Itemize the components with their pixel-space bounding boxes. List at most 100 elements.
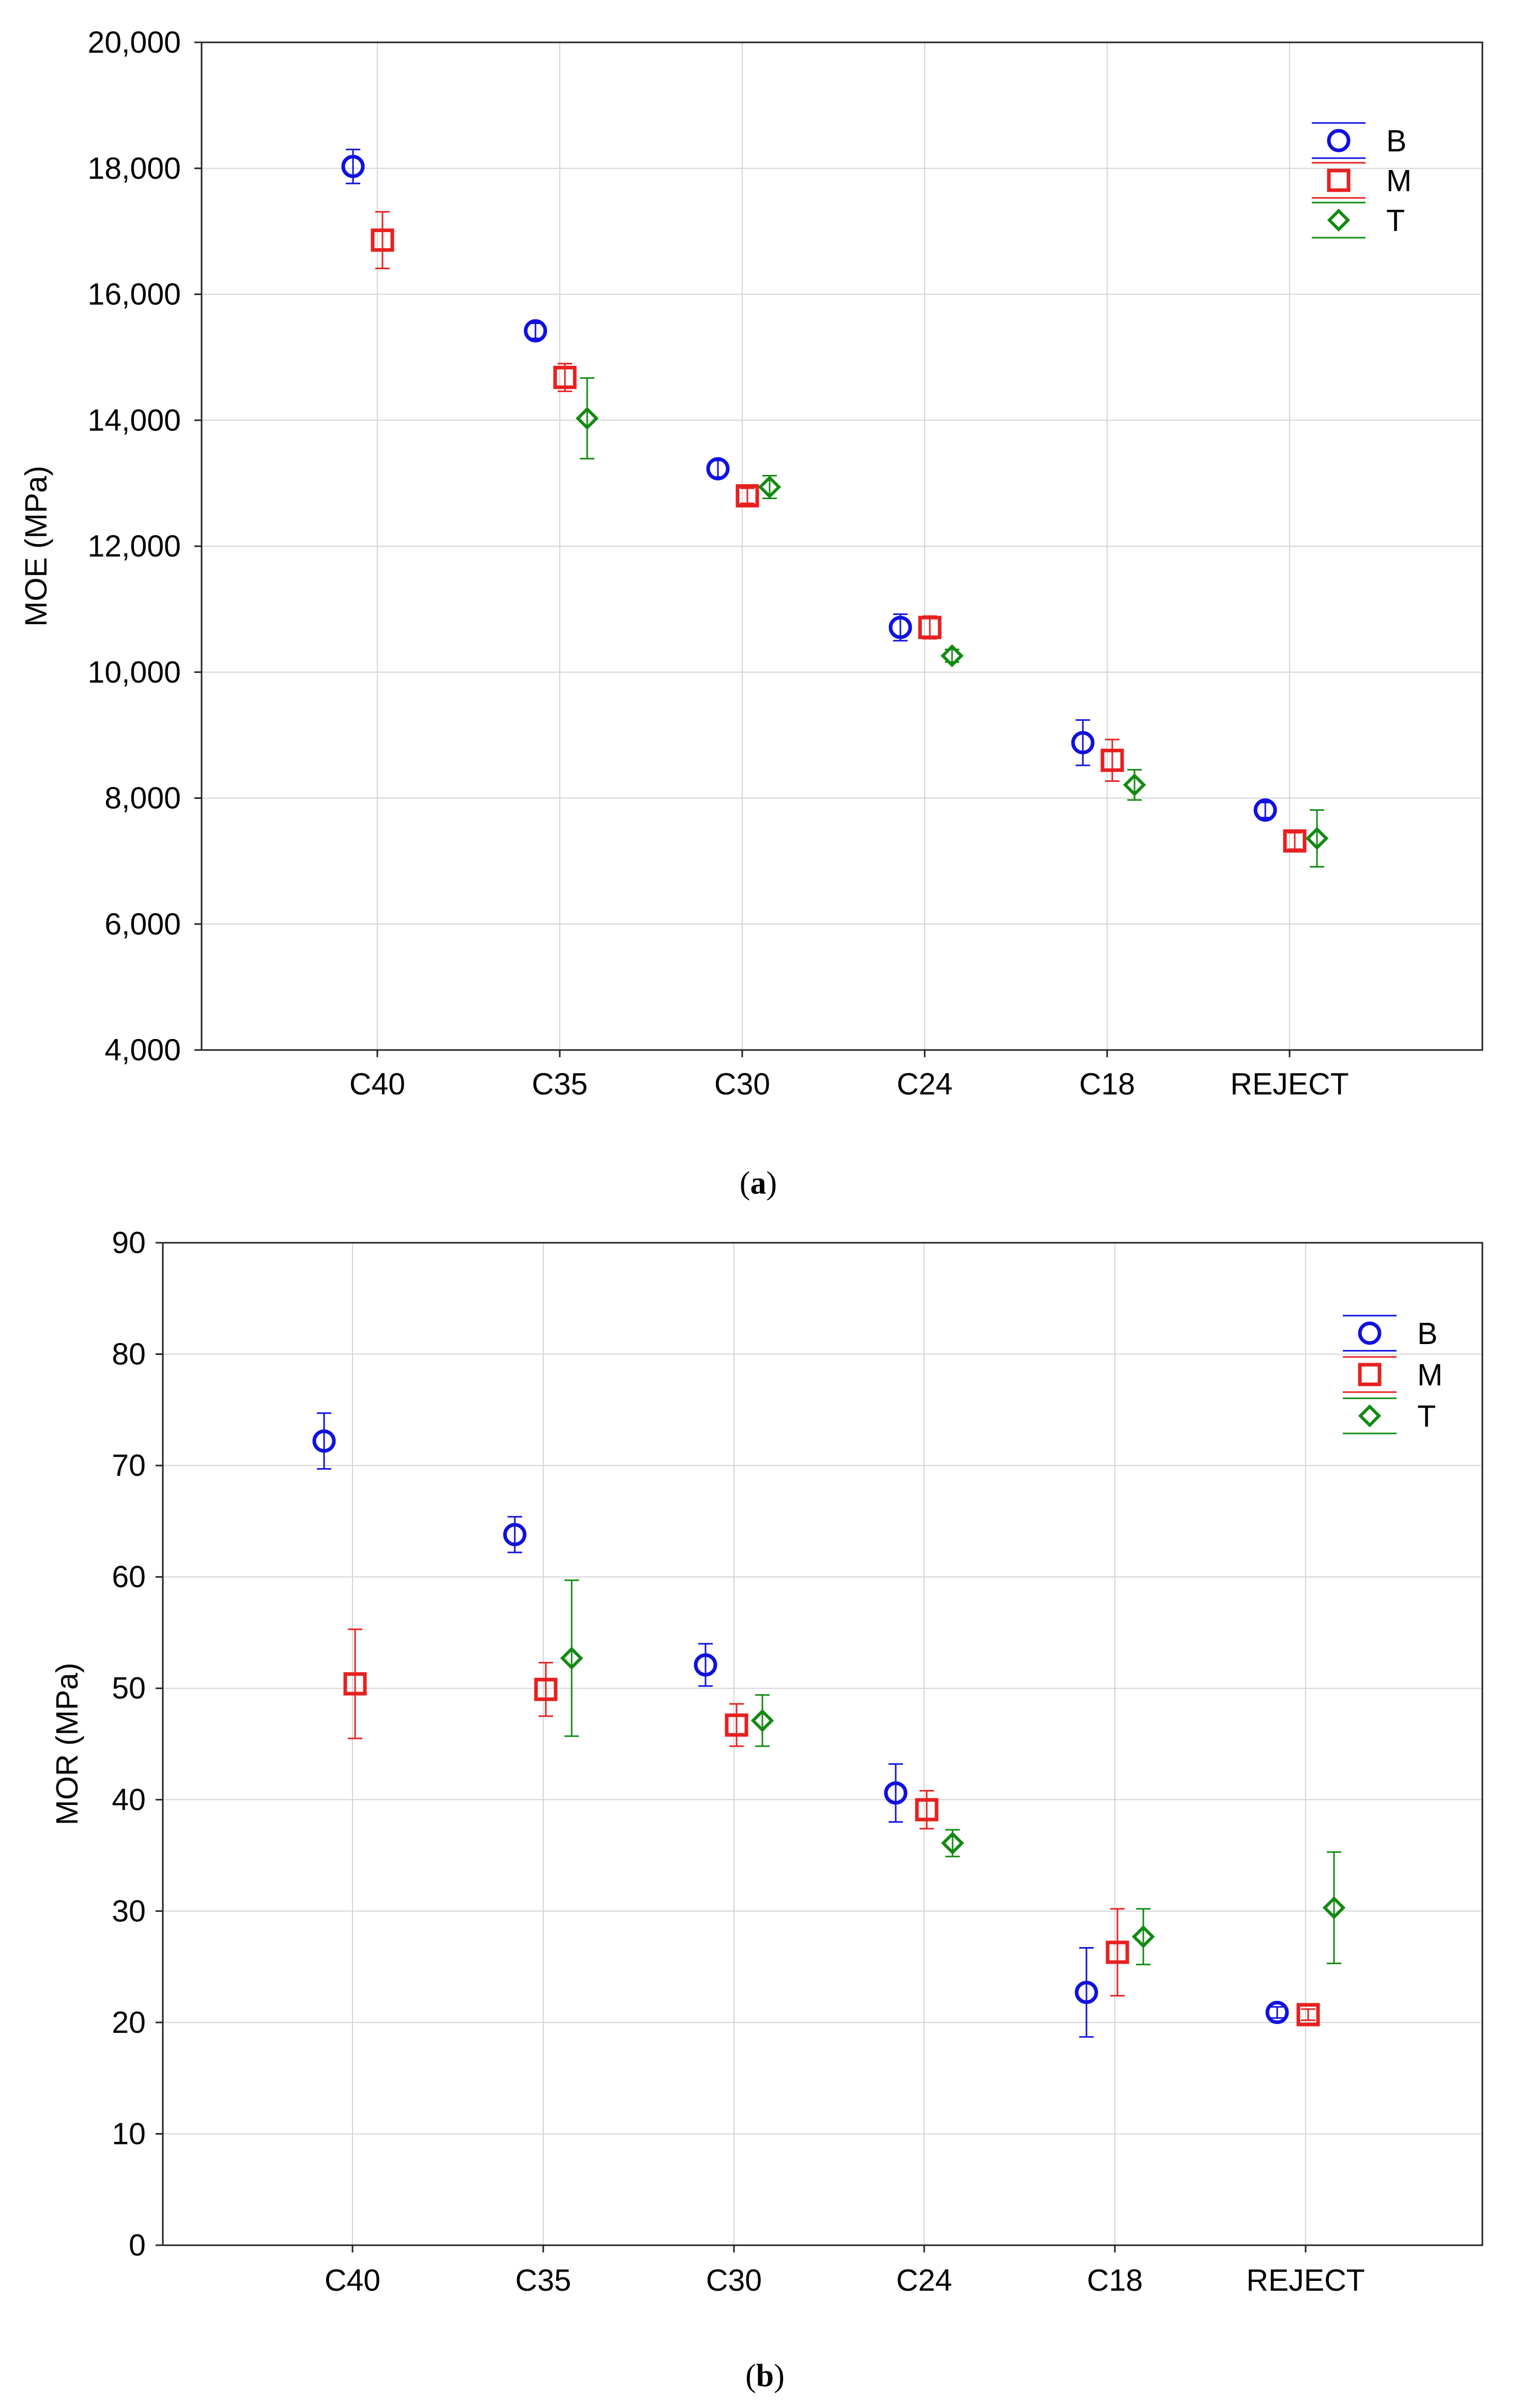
moe-y-ticks: 4,000 6,000 8,000 10,000 12,000 14,000 16,000 1…: [88, 25, 202, 1067]
mor-b-c30-marker: [694, 1653, 717, 1677]
mor-m-c24-marker: [915, 1798, 939, 1822]
mor-b-reject-marker: [1265, 2000, 1289, 2024]
mor-legend-b-label: B: [1417, 1317, 1437, 1351]
moe-b-c40-marker: [341, 155, 365, 178]
mor-legend-t-label: T: [1417, 1399, 1436, 1433]
mor-t-c18-marker: [1131, 1925, 1155, 1949]
moe-y-tick-label: 6,000: [104, 907, 181, 941]
mor-gridlines: [163, 1243, 1482, 2245]
moe-x-tick-label: REJECT: [1230, 1067, 1349, 1101]
mor-t-reject-marker: [1322, 1896, 1346, 1920]
moe-legend-t-symbol-marker: [1327, 208, 1351, 232]
mor-plot-frame: [162, 1242, 1483, 2246]
moe-x-ticks: C40 C35 C30 C24 C18 REJECT: [349, 1050, 1349, 1101]
mor-legend-m-label: M: [1417, 1358, 1443, 1392]
moe-m-c24-marker: [918, 615, 942, 639]
mor-x-tick-label: C24: [896, 2263, 952, 2297]
moe-legend-m-symbol-marker: [1327, 168, 1351, 192]
moe-legend-m-label: M: [1386, 164, 1412, 198]
mor-y-ticks: 0 10 20 30 40 50 60 70 80 90: [112, 1226, 163, 2262]
moe-m-c18-marker: [1100, 748, 1124, 772]
moe-t-reject-marker: [1305, 827, 1329, 850]
mor-x-tick-label: C18: [1087, 2263, 1143, 2297]
moe-m-reject-marker: [1283, 829, 1307, 853]
moe-caption-close: ): [767, 1166, 777, 1201]
moe-m-c40-marker: [371, 228, 394, 252]
mor-y-tick-label: 20: [112, 2005, 146, 2040]
mor-y-tick-label: 0: [129, 2228, 146, 2262]
moe-legend-b-label: B: [1386, 124, 1406, 158]
mor-t-c30-marker: [750, 1709, 774, 1732]
mor-legend-m-symbol-marker: [1358, 1363, 1382, 1386]
mor-caption-letter: b: [756, 2358, 774, 2394]
mor-caption-open: (: [745, 2358, 756, 2394]
mor-x-tick-label: C30: [706, 2263, 762, 2297]
mor-m-c35-marker: [534, 1677, 558, 1701]
moe-y-tick-label: 4,000: [104, 1033, 181, 1067]
mor-series: [312, 1412, 1346, 2038]
moe-legend: BMT: [1312, 122, 1412, 239]
mor-y-tick-label: 30: [112, 1894, 146, 1928]
mor-b-c35-marker: [503, 1523, 527, 1547]
moe-y-tick-label: 14,000: [88, 403, 181, 437]
mor-legend-b-symbol-marker: [1358, 1321, 1382, 1345]
mor-m-reject-marker: [1296, 2003, 1320, 2027]
moe-caption-open: (: [740, 1166, 750, 1201]
mor-y-tick-label: 40: [112, 1783, 146, 1817]
moe-gridlines: [202, 42, 1482, 1050]
moe-x-tick-label: C18: [1079, 1067, 1135, 1101]
mor-caption-close: ): [774, 2358, 785, 2394]
mor-b-c40-marker: [312, 1429, 336, 1453]
mor-chart: 0 10 20 30 40 50 60 70 80 90 C40 C35 C30 C24 C18 REJEC…: [50, 1226, 1483, 2394]
mor-caption: (b): [745, 2358, 785, 2394]
moe-legend-b-symbol-marker: [1327, 129, 1351, 152]
moe-y-tick-label: 18,000: [88, 151, 181, 186]
moe-x-tick-label: C30: [714, 1067, 770, 1101]
mor-y-tick-label: 80: [112, 1337, 146, 1371]
moe-caption-letter: a: [750, 1166, 767, 1201]
moe-x-tick-label: C35: [532, 1067, 588, 1101]
moe-b-c18-marker: [1071, 731, 1095, 754]
moe-b-c30-marker: [706, 457, 730, 481]
moe-b-reject-marker: [1253, 798, 1277, 822]
mor-x-ticks: C40 C35 C30 C24 C18 REJECT: [325, 2245, 1365, 2297]
mor-legend-t-symbol-marker: [1358, 1404, 1382, 1428]
mor-b-c18-marker: [1075, 1981, 1098, 2004]
mor-t-c35-marker: [560, 1646, 584, 1670]
mor-y-tick-label: 60: [112, 1560, 146, 1594]
moe-series: [341, 148, 1329, 868]
mor-x-tick-label: C35: [515, 2263, 571, 2297]
moe-y-tick-label: 20,000: [88, 25, 181, 59]
moe-b-c35-marker: [524, 319, 547, 343]
mor-y-tick-label: 70: [112, 1448, 146, 1483]
moe-caption: (a): [740, 1166, 777, 1201]
moe-y-tick-label: 12,000: [88, 529, 181, 563]
moe-y-tick-label: 16,000: [88, 277, 181, 312]
moe-t-c30-marker: [758, 475, 782, 499]
mor-y-tick-label: 90: [112, 1226, 146, 1260]
moe-m-c30-marker: [735, 484, 759, 507]
mor-m-c18-marker: [1106, 1940, 1129, 1964]
moe-y-tick-label: 10,000: [88, 655, 181, 689]
mor-t-c24-marker: [941, 1831, 964, 1855]
mor-b-c24-marker: [884, 1781, 908, 1805]
mor-x-tick-label: REJECT: [1246, 2263, 1365, 2297]
mor-y-tick-label: 50: [112, 1671, 146, 1705]
moe-chart: 4,000 6,000 8,000 10,000 12,000 14,000 16,000 1…: [19, 25, 1483, 1201]
moe-x-tick-label: C40: [349, 1067, 405, 1101]
moe-m-c35-marker: [553, 365, 577, 389]
moe-legend-t-label: T: [1386, 204, 1405, 238]
mor-m-c40-marker: [343, 1672, 367, 1696]
moe-y-tick-label: 8,000: [104, 781, 181, 815]
moe-t-c24-marker: [940, 644, 964, 668]
mor-y-axis-title: MOR (MPa): [50, 1663, 84, 1826]
mor-legend: BMT: [1343, 1315, 1443, 1434]
moe-y-axis-title: MOE (MPa): [19, 466, 53, 626]
mor-x-tick-label: C40: [325, 2263, 380, 2297]
moe-x-tick-label: C24: [897, 1067, 953, 1101]
moe-t-c18-marker: [1123, 773, 1146, 797]
moe-t-c35-marker: [575, 407, 599, 430]
mor-plot-area: [163, 1243, 1482, 2245]
mor-y-tick-label: 10: [112, 2117, 146, 2151]
